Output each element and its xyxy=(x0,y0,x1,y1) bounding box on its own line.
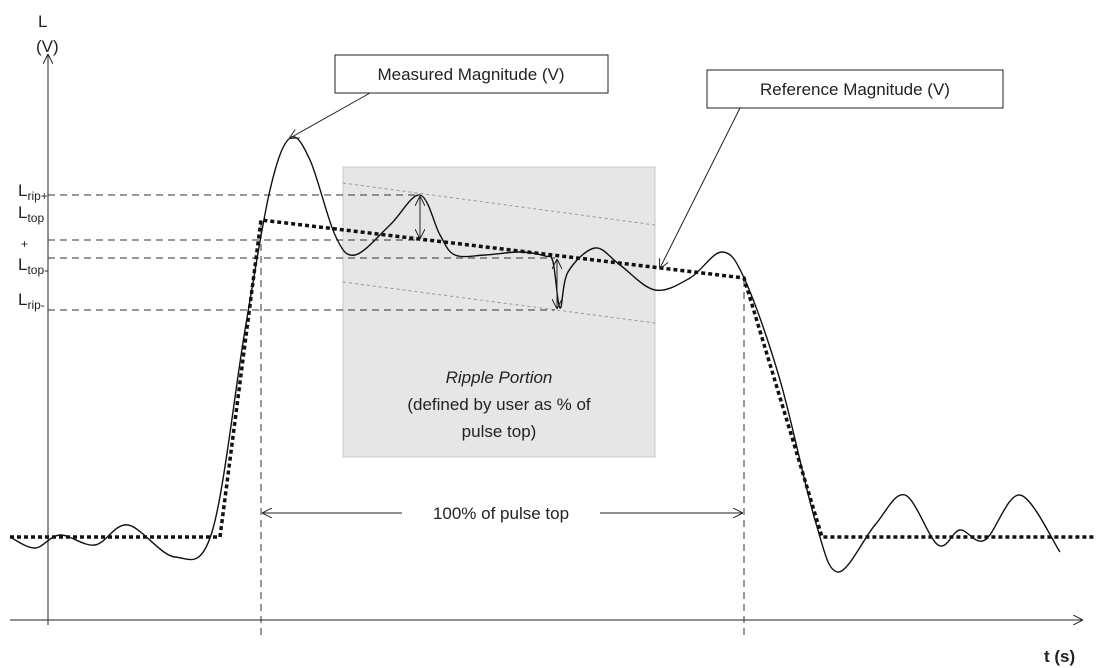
level-lines xyxy=(48,194,745,635)
ripple-text: pulse top) xyxy=(462,422,537,441)
level-label: Ltop xyxy=(18,203,44,225)
ripple-title: Ripple Portion xyxy=(446,368,553,387)
x-label: t (s) xyxy=(1044,647,1075,666)
callout: Measured Magnitude (V) xyxy=(377,65,564,84)
ripple-box xyxy=(342,166,656,458)
callout-box xyxy=(706,69,1004,109)
callout-box xyxy=(334,54,609,94)
level-label: Lrip- xyxy=(18,290,45,312)
callout-arrow xyxy=(660,107,741,268)
callout: Reference Magnitude (V) xyxy=(760,80,950,99)
level-label-sup: + xyxy=(21,237,28,251)
measured-curve xyxy=(9,136,1061,573)
ripple-upper xyxy=(342,182,656,226)
ripple-text: (defined by user as % of xyxy=(407,395,591,414)
span-label: 100% of pulse top xyxy=(433,504,569,523)
level-label: Lrip+ xyxy=(18,181,48,203)
y-unit: (V) xyxy=(36,37,59,56)
ripple-lower xyxy=(342,281,656,324)
callout-arrow xyxy=(290,92,371,138)
y-label: L xyxy=(38,12,47,31)
level-label: Ltop- xyxy=(18,255,48,277)
reference-curve xyxy=(10,218,1096,539)
